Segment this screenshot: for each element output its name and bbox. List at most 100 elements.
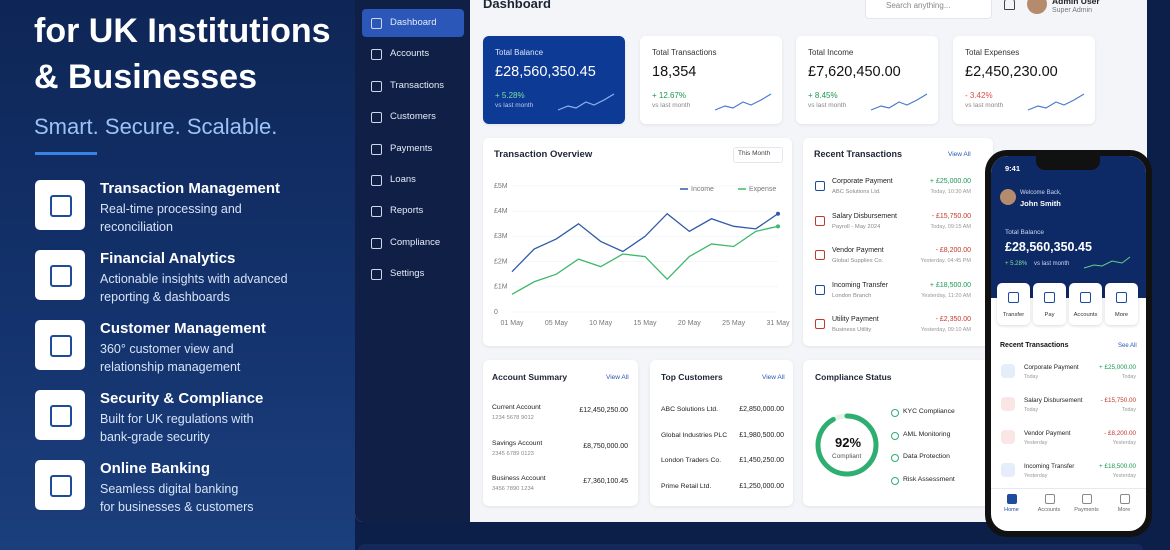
nav-icon: [371, 206, 382, 218]
customer-name: Prime Retail Ltd.: [661, 482, 712, 490]
search-placeholder: Search anything...: [886, 1, 951, 10]
user-role: Super Admin: [1052, 7, 1093, 14]
score: 92%: [835, 435, 862, 450]
phone-txn-name: Incoming Transfer: [1024, 463, 1075, 470]
tab-label: More: [1117, 507, 1131, 513]
nav-icon: [371, 237, 382, 249]
card-title: Top Customers: [661, 372, 723, 382]
txn-icon: [815, 319, 825, 329]
stat-note: vs last month: [965, 102, 1004, 109]
check: [891, 431, 899, 440]
account-number: 3456 7890 1234: [492, 486, 534, 492]
card-link: View All: [606, 374, 629, 381]
txn-icon: [815, 250, 825, 260]
hero-title: for UK Institutions: [34, 12, 331, 50]
nav-item: Customers: [390, 111, 436, 123]
feature-icon-glyph: [50, 265, 72, 287]
txn-amount: - £2,350.00: [935, 316, 971, 323]
nav-item: Payments: [390, 142, 433, 154]
txn-name: Salary Disbursement: [832, 212, 897, 220]
phone-txn-date: Today: [1121, 374, 1136, 380]
nav-item: Reports: [390, 205, 424, 217]
stat-note: vs last month: [808, 102, 847, 109]
nav-icon: [371, 269, 382, 281]
action-label: Accounts: [1073, 312, 1098, 318]
feature-text: Actionable insights with advanced: [100, 272, 288, 286]
stat-change: + 12.67%: [652, 91, 687, 100]
phone-txn-amount: + £25,000.00: [1099, 364, 1136, 371]
phone-txn-when: Today: [1024, 374, 1039, 380]
card-link: View All: [762, 374, 785, 381]
phone-txn-amount: + £18,500.00: [1099, 463, 1136, 470]
feature-icon-glyph: [50, 405, 72, 427]
phone-txn-icon: [1001, 397, 1015, 411]
tab-icon: [1007, 494, 1017, 504]
customer-name: ABC Solutions Ltd.: [661, 406, 719, 413]
tab-icon: [1119, 494, 1130, 504]
feature-text: Seamless digital banking: [100, 482, 239, 496]
txn-party: Global Supplies Co.: [832, 258, 884, 264]
feature-icon: [35, 390, 85, 440]
compliance-item: KYC Compliance: [903, 408, 955, 415]
phone-txn-when: Yesterday: [1024, 473, 1048, 479]
phone-balance: £28,560,350.45: [1005, 240, 1092, 254]
feature-title: Online Banking: [100, 460, 211, 477]
phone-nav-bar: [991, 488, 1146, 489]
avatar: [1027, 0, 1047, 14]
action-label: Transfer: [1002, 312, 1025, 318]
nav-icon: [371, 18, 382, 29]
stat-note: vs last month: [652, 102, 691, 109]
customer-amount: £1,450,250.00: [739, 457, 784, 464]
txn-name: Corporate Payment: [832, 178, 893, 185]
phone-top: [991, 156, 1146, 298]
feature-text: bank-grade security: [100, 430, 210, 444]
customer-name: London Traders Co.: [661, 457, 722, 464]
notch: [1036, 156, 1100, 170]
feature-icon-glyph: [50, 195, 72, 217]
phone-txn-amount: - £15,750.00: [1100, 397, 1136, 404]
card-title: Recent Transactions: [814, 149, 903, 159]
stat-value: £28,560,350.45: [495, 64, 596, 80]
tagline: Smart. Secure. Scalable.: [34, 114, 278, 139]
feature-icon: [35, 250, 85, 300]
feature-text: Built for UK regulations with: [100, 412, 254, 426]
stat-change: + 5.28%: [495, 91, 525, 100]
action-icon: [1116, 292, 1127, 303]
chart-title: Transaction Overview: [494, 149, 593, 160]
phone-txn-when: Yesterday: [1024, 440, 1048, 446]
phone-txn-name: Corporate Payment: [1024, 364, 1079, 371]
underline: [35, 152, 97, 155]
search-box: [865, 0, 992, 19]
txn-amount: - £15,750.00: [931, 212, 971, 220]
tab-icon: [1044, 494, 1055, 504]
stat-change: + 8.45%: [808, 91, 838, 100]
phone-txn-icon: [1001, 430, 1015, 444]
stat-label: Total Expenses: [965, 48, 1020, 57]
feature-title: Customer Management: [100, 320, 266, 337]
account-amount: £12,450,250.00: [579, 407, 628, 414]
nav-icon: [371, 175, 382, 186]
compliance-item: AML Monitoring: [903, 430, 951, 438]
card: [803, 138, 993, 346]
customer-amount: £1,980,500.00: [739, 431, 784, 439]
feature-text: Real-time processing and: [100, 202, 242, 216]
stat-label: Total Income: [808, 48, 854, 57]
filter-text: This Month: [738, 150, 771, 157]
feature-text: for businesses & customers: [100, 500, 254, 514]
account-name: Business Account: [492, 475, 546, 482]
check: [891, 454, 899, 463]
action-label: Pay: [1044, 312, 1055, 318]
txn-time: Today, 09:15 AM: [930, 223, 971, 230]
tab-icon: [1082, 494, 1092, 504]
stat-value: £7,620,450.00: [808, 64, 901, 80]
txn-icon: [815, 284, 825, 295]
phone-txn-icon: [1001, 364, 1015, 378]
tab-label: Payments: [1074, 507, 1099, 513]
stat-label: Total Balance: [495, 48, 544, 57]
phone-greeting: Welcome Back,: [1020, 190, 1062, 196]
phone-see-all: See All: [1118, 343, 1137, 349]
phone-change: + 5.28%: [1005, 261, 1028, 267]
feature-icon: [35, 460, 85, 510]
account-number: 1234 5678 9012: [492, 415, 534, 421]
